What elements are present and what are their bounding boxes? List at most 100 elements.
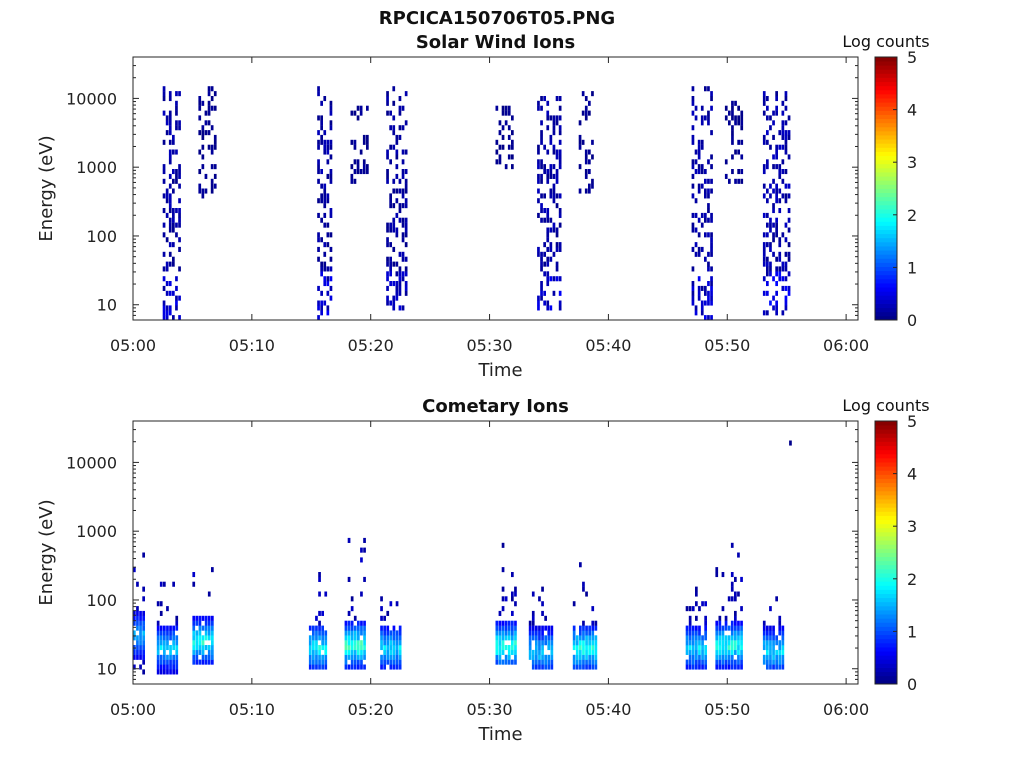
- spectrogram-cell: [159, 659, 163, 665]
- spectrogram-cell: [139, 654, 142, 660]
- spectrogram-cell: [582, 659, 585, 665]
- spectrogram-cell: [211, 630, 214, 636]
- spectrogram-cell: [317, 115, 320, 121]
- spectrogram-cell: [507, 635, 511, 641]
- spectrogram-cell: [724, 645, 728, 651]
- spectrogram-cell: [324, 654, 328, 660]
- spectrogram-cell: [320, 125, 323, 131]
- colorbar-swatch: [875, 81, 897, 87]
- spectrogram-cell: [772, 305, 775, 311]
- spectrogram-cell: [731, 105, 734, 111]
- spectrogram-cell: [549, 242, 553, 248]
- spectrogram-cell: [691, 295, 695, 301]
- spectrogram-cell: [404, 183, 408, 189]
- spectrogram-cell: [531, 659, 535, 665]
- spectrogram-cell: [168, 242, 172, 248]
- spectrogram-cell: [395, 659, 399, 665]
- spectrogram-cell: [507, 134, 511, 140]
- spectrogram-cell: [531, 625, 535, 631]
- spectrogram-cell: [737, 591, 740, 597]
- spectrogram-cell: [700, 105, 704, 111]
- colorbar-swatch: [875, 283, 897, 288]
- colorbar-swatch: [875, 634, 897, 640]
- spectrogram-cell: [784, 134, 788, 140]
- spectrogram-cell: [727, 659, 731, 665]
- spectrogram-cell: [710, 290, 713, 296]
- spectrogram-cell: [514, 659, 517, 665]
- spectrogram-cell: [404, 203, 408, 209]
- colorbar-swatch: [875, 291, 897, 296]
- spectrogram-cell: [175, 664, 179, 670]
- spectrogram-cell: [169, 625, 172, 631]
- spectrogram-cell: [318, 649, 321, 655]
- spectrogram-cell: [772, 276, 775, 282]
- colorbar-tick-label: 4: [907, 465, 917, 484]
- spectrogram-cell: [704, 654, 707, 660]
- spectrogram-cell: [781, 645, 785, 651]
- spectrogram-cell: [386, 630, 390, 636]
- spectrogram-cell: [404, 91, 408, 97]
- spectrogram-cell: [766, 159, 769, 165]
- spectrogram-cell: [695, 649, 698, 655]
- spectrogram-cell: [392, 664, 396, 670]
- spectrogram-cell: [691, 227, 695, 233]
- spectrogram-cell: [579, 562, 582, 568]
- spectrogram-cell: [168, 203, 172, 209]
- spectrogram-cell: [772, 178, 775, 184]
- spectrogram-cell: [350, 659, 354, 665]
- spectrogram-cell: [350, 110, 354, 116]
- spectrogram-cell: [704, 169, 707, 175]
- spectrogram-cell: [389, 203, 392, 209]
- spectrogram-cell: [320, 310, 323, 316]
- spectrogram-cell: [544, 654, 547, 660]
- spectrogram-cell: [721, 654, 725, 660]
- spectrogram-cell: [363, 630, 366, 636]
- spectrogram-cell: [383, 654, 386, 660]
- spectrogram-cell: [572, 640, 576, 646]
- spectrogram-cell: [159, 654, 163, 660]
- spectrogram-cell: [734, 596, 737, 602]
- spectrogram-cell: [501, 586, 505, 592]
- spectrogram-cell: [359, 169, 363, 175]
- spectrogram-cell: [734, 149, 737, 155]
- spectrogram-cell: [740, 645, 743, 651]
- spectrogram-cell: [772, 295, 775, 301]
- spectrogram-cell: [707, 315, 710, 321]
- spectrogram-cell: [531, 591, 535, 597]
- spectrogram-cell: [401, 159, 405, 165]
- spectrogram-cell: [320, 193, 323, 199]
- colorbar-swatch: [875, 593, 897, 599]
- spectrogram-cell: [165, 310, 169, 316]
- spectrogram-cell: [398, 271, 402, 277]
- spectrogram-cell: [691, 96, 695, 102]
- spectrogram-cell: [778, 620, 782, 626]
- colorbar-swatch: [875, 217, 897, 222]
- spectrogram-cell: [704, 645, 707, 651]
- spectrogram-cell: [392, 300, 396, 306]
- spectrogram-cell: [585, 645, 588, 651]
- spectrogram-cell: [704, 630, 707, 636]
- spectrogram-cell: [169, 669, 172, 675]
- spectrogram-cell: [360, 645, 363, 651]
- spectrogram-cell: [555, 115, 559, 121]
- spectrogram-cell: [168, 261, 172, 267]
- spectrogram-cell: [504, 596, 508, 602]
- spectrogram-cell: [544, 659, 547, 665]
- spectrogram-cell: [778, 615, 782, 621]
- spectrogram-cell: [697, 285, 701, 291]
- spectrogram-cell: [175, 645, 179, 651]
- spectrogram-cell: [308, 645, 312, 651]
- spectrogram-cell: [737, 552, 740, 558]
- spectrogram-cell: [740, 115, 744, 121]
- spectrogram-cell: [386, 285, 389, 291]
- spectrogram-cell: [546, 169, 550, 175]
- spectrogram-cell: [401, 188, 405, 194]
- spectrogram-cell: [555, 276, 559, 282]
- spectrogram-cell: [501, 620, 505, 626]
- spectrogram-cell: [195, 649, 199, 655]
- spectrogram-cell: [392, 86, 396, 92]
- spectrogram-cell: [156, 659, 160, 665]
- spectrogram-cell: [727, 625, 731, 631]
- spectrogram-cell: [501, 144, 505, 150]
